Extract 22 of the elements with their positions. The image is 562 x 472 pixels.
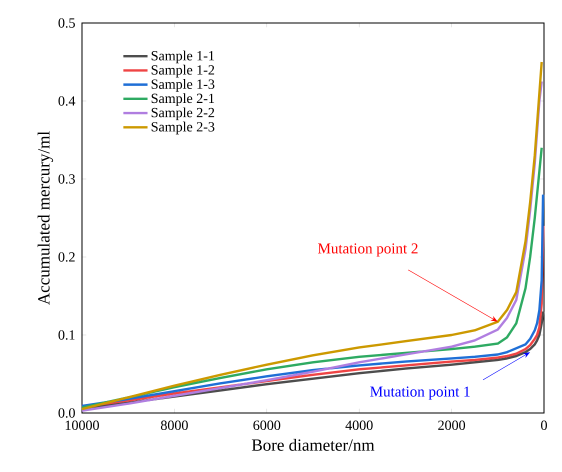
x-tick-label: 10000 bbox=[66, 420, 99, 430]
x-tick-label: 4000 bbox=[345, 420, 373, 430]
legend-label: Sample 2-2 bbox=[152, 107, 214, 120]
legend-label: Sample 1-3 bbox=[152, 79, 214, 92]
x-tick-label: 6000 bbox=[253, 420, 280, 430]
x-tick-label: 2000 bbox=[438, 420, 466, 430]
y-tick-label: 0.1 bbox=[58, 330, 75, 340]
y-tick-label: 0.5 bbox=[58, 18, 75, 28]
y-axis-title: Accumulated mercury/ml bbox=[38, 131, 54, 305]
legend-label: Sample 1-2 bbox=[152, 64, 214, 78]
y-tick-label: 0.3 bbox=[58, 174, 75, 184]
annotation: Mutation point 2 bbox=[318, 243, 418, 257]
x-tick-label: 8000 bbox=[160, 420, 188, 430]
annotation: Mutation point 1 bbox=[370, 386, 470, 400]
y-tick-label: 0.0 bbox=[58, 408, 75, 418]
x-axis-title: Bore diameter/nm bbox=[252, 438, 374, 451]
x-tick-label: 0 bbox=[541, 420, 547, 430]
legend-label: Sample 1-1 bbox=[152, 50, 214, 64]
y-tick-label: 0.4 bbox=[58, 96, 76, 106]
legend-label: Sample 2-3 bbox=[152, 122, 214, 134]
y-tick-label: 0.2 bbox=[58, 252, 75, 262]
legend-label: Sample 2-1 bbox=[152, 93, 214, 106]
